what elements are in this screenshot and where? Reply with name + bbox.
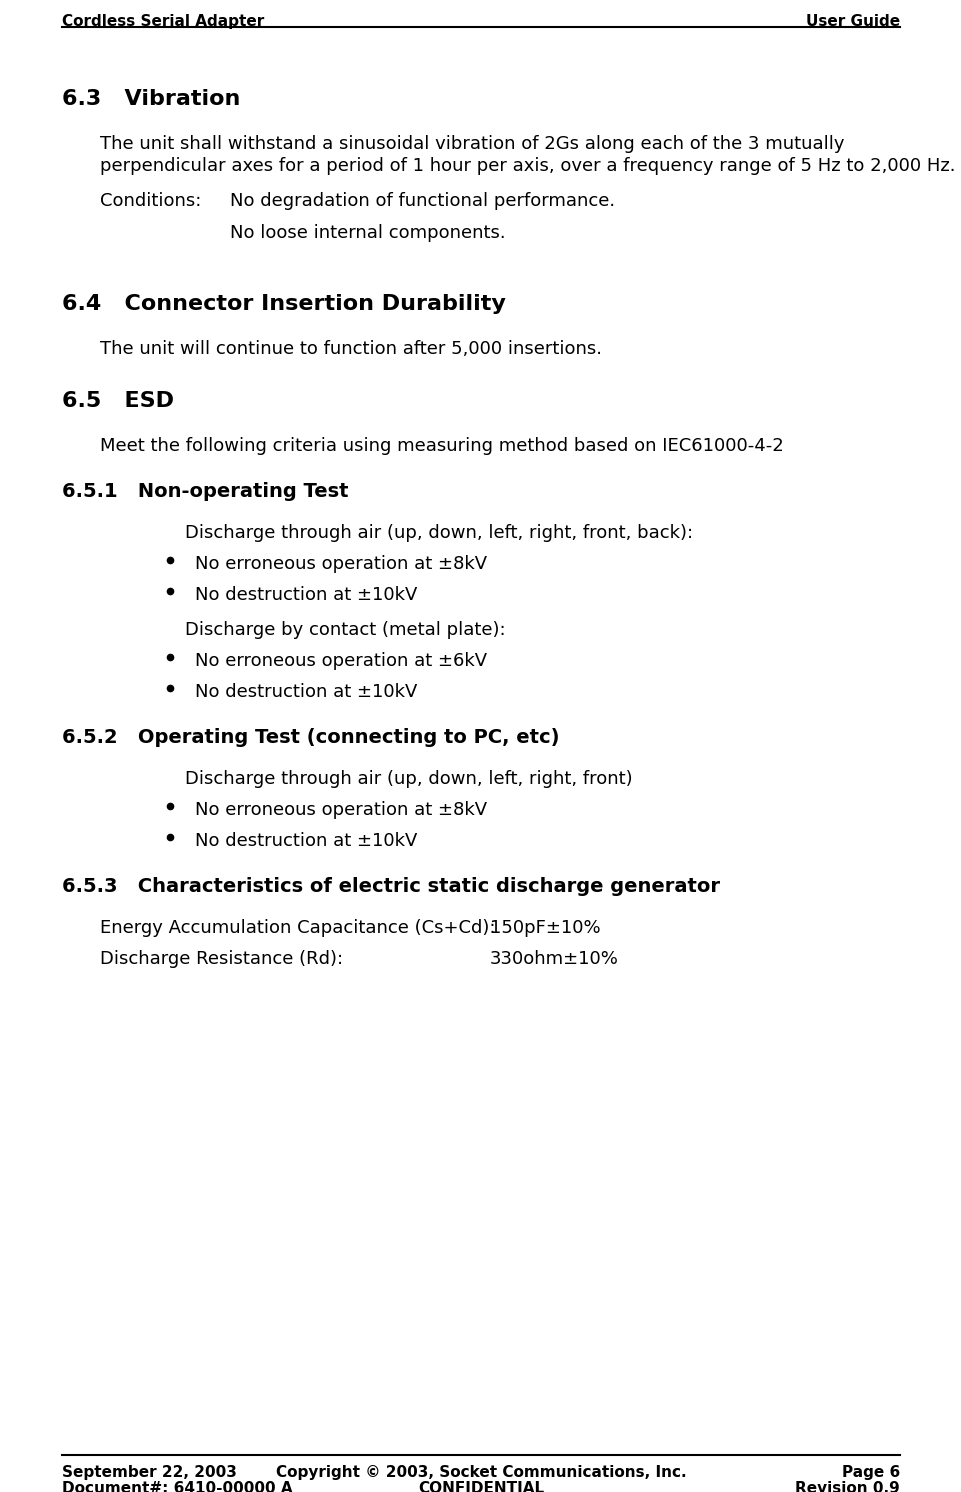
Text: No destruction at ±10kV: No destruction at ±10kV — [195, 683, 417, 701]
Text: CONFIDENTIAL: CONFIDENTIAL — [417, 1482, 544, 1492]
Text: No degradation of functional performance.: No degradation of functional performance… — [230, 192, 614, 210]
Text: No erroneous operation at ±8kV: No erroneous operation at ±8kV — [195, 801, 486, 819]
Text: User Guide: User Guide — [805, 13, 899, 28]
Text: 330ohm±10%: 330ohm±10% — [489, 950, 618, 968]
Text: The unit shall withstand a sinusoidal vibration of 2Gs along each of the 3 mutua: The unit shall withstand a sinusoidal vi… — [100, 134, 844, 154]
Text: No destruction at ±10kV: No destruction at ±10kV — [195, 833, 417, 850]
Text: September 22, 2003: September 22, 2003 — [62, 1465, 236, 1480]
Text: 150pF±10%: 150pF±10% — [489, 919, 600, 937]
Text: 6.4   Connector Insertion Durability: 6.4 Connector Insertion Durability — [62, 294, 505, 313]
Text: Discharge by contact (metal plate):: Discharge by contact (metal plate): — [185, 621, 505, 639]
Text: Meet the following criteria using measuring method based on IEC61000-4-2: Meet the following criteria using measur… — [100, 437, 783, 455]
Text: Revision 0.9: Revision 0.9 — [795, 1482, 899, 1492]
Text: Conditions:: Conditions: — [100, 192, 201, 210]
Text: Document#: 6410-00000 A: Document#: 6410-00000 A — [62, 1482, 292, 1492]
Text: The unit will continue to function after 5,000 insertions.: The unit will continue to function after… — [100, 340, 602, 358]
Text: Cordless Serial Adapter: Cordless Serial Adapter — [62, 13, 264, 28]
Text: No erroneous operation at ±6kV: No erroneous operation at ±6kV — [195, 652, 486, 670]
Text: Discharge through air (up, down, left, right, front, back):: Discharge through air (up, down, left, r… — [185, 524, 693, 542]
Text: Discharge through air (up, down, left, right, front): Discharge through air (up, down, left, r… — [185, 770, 632, 788]
Text: No loose internal components.: No loose internal components. — [230, 224, 505, 242]
Text: 6.5.3   Characteristics of electric static discharge generator: 6.5.3 Characteristics of electric static… — [62, 877, 719, 897]
Text: 6.3   Vibration: 6.3 Vibration — [62, 90, 240, 109]
Text: perpendicular axes for a period of 1 hour per axis, over a frequency range of 5 : perpendicular axes for a period of 1 hou… — [100, 157, 954, 175]
Text: Discharge Resistance (Rd):: Discharge Resistance (Rd): — [100, 950, 343, 968]
Text: 6.5.1   Non-operating Test: 6.5.1 Non-operating Test — [62, 482, 348, 501]
Text: 6.5.2   Operating Test (connecting to PC, etc): 6.5.2 Operating Test (connecting to PC, … — [62, 728, 559, 747]
Text: No destruction at ±10kV: No destruction at ±10kV — [195, 586, 417, 604]
Text: Copyright © 2003, Socket Communications, Inc.: Copyright © 2003, Socket Communications,… — [276, 1465, 685, 1480]
Text: 6.5   ESD: 6.5 ESD — [62, 391, 174, 410]
Text: No erroneous operation at ±8kV: No erroneous operation at ±8kV — [195, 555, 486, 573]
Text: Page 6: Page 6 — [841, 1465, 899, 1480]
Text: Energy Accumulation Capacitance (Cs+Cd):: Energy Accumulation Capacitance (Cs+Cd): — [100, 919, 495, 937]
